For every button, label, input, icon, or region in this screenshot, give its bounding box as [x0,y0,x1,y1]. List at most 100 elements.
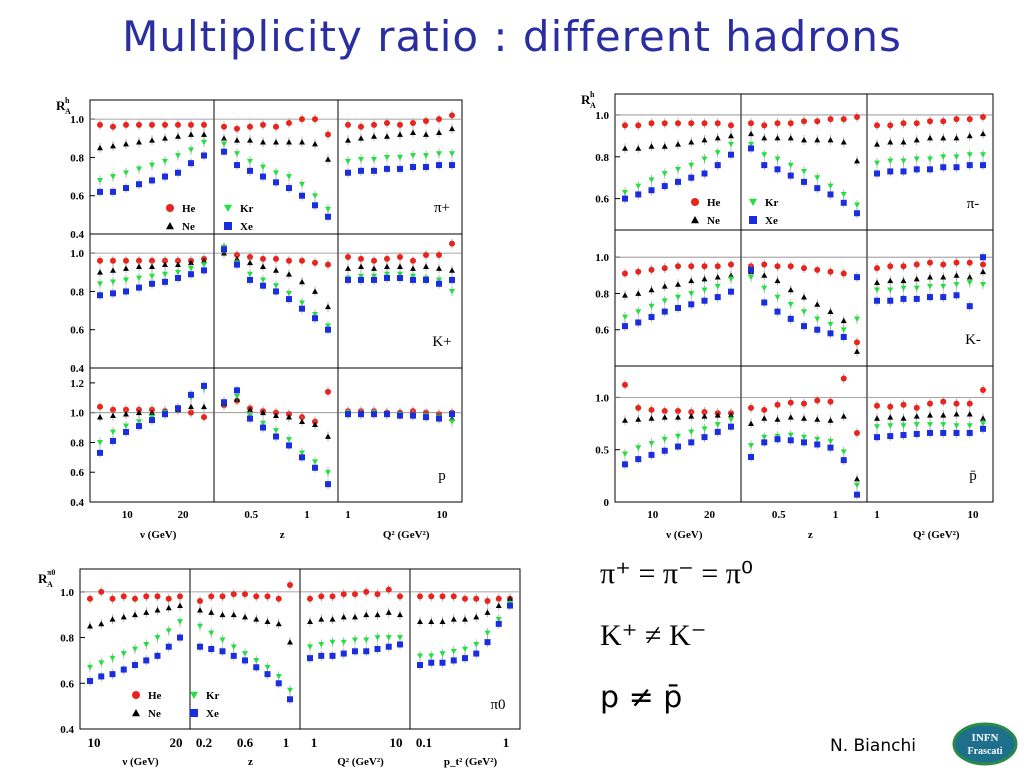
left-r0c2-point-Ne-1 [358,135,364,141]
right-r1c1-point-He-3 [787,263,794,270]
left-r0c0-point-Xe-3 [136,181,142,188]
right-row2-ytick-label-1: 0.5 [595,445,609,457]
left-r2c2-point-Xe-7 [436,415,442,422]
right-r0c1-point-Xe-5 [814,185,821,192]
left-r1c0-frame [89,233,215,369]
right-r1c0-point-Xe-7 [714,294,721,301]
right-r1c0-point-Kr-1 [635,309,642,315]
left-r0c0-point-Kr-5 [162,158,168,165]
left-r0c0-point-Xe-8 [201,152,207,159]
left-r0c0-point-Kr-7 [188,147,194,153]
right-r1c0-point-Ne-1 [635,290,642,296]
right-r2c1-point-Ne-4 [801,415,807,421]
right-r1c1-point-Ne-6 [827,308,834,314]
right-r1c0-point-Ne-3 [661,283,668,289]
left-r1c1-point-Ne-3 [260,263,266,269]
left-xlabel-1: z [280,529,285,541]
left-r0c1-point-Ne-4 [273,139,279,145]
right-r2c0-point-Xe-5 [688,439,695,446]
right-r1c2-point-Xe-7 [966,303,973,310]
right-r1c0-point-He-7 [714,263,721,270]
right-r0c0-point-Kr-8 [728,141,734,148]
bottom-c0-point-Ne-2 [109,616,116,622]
left-row1-ytick-label-2: 0.8 [70,286,84,298]
left-r0c2-point-Kr-4 [397,155,403,161]
bottom-c3-point-Xe-1 [428,659,435,666]
right-r2c1-point-Xe-0 [748,454,754,461]
left-r1c2-point-Xe-5 [410,276,416,283]
left-r0c0-point-Ne-4 [149,137,155,143]
right-r0c1-point-Xe-4 [801,178,807,185]
right-r0c0-point-He-3 [661,120,668,127]
right-r1c1-point-He-1 [761,261,768,268]
left-r1c2-point-Xe-3 [384,275,390,282]
bottom-c2-point-Kr-6 [374,635,381,641]
right-r1c0-point-Kr-3 [661,298,668,304]
left-r1c1-point-Xe-7 [312,315,318,322]
right-r1c2-point-Xe-0 [874,297,880,304]
right-r2c2-point-Ne-2 [900,415,907,421]
left-r0c2-point-He-7 [436,116,442,123]
right-r2c1-point-Xe-4 [801,439,807,446]
bottom-c3-point-He-5 [473,595,480,602]
right-r0c0-point-Xe-2 [648,187,655,194]
right-r2c0-point-Xe-7 [714,428,721,435]
right-r1c1-point-Ne-5 [814,301,821,307]
left-r0c2-point-Ne-4 [397,131,403,137]
left-r0c1-point-Xe-3 [260,173,266,180]
right-r0c2-point-Kr-0 [874,160,880,167]
right-r0c1-point-He-1 [761,122,768,129]
left-r1c2-point-Ne-5 [410,265,416,271]
right-r1c0-point-Kr-8 [728,276,734,282]
bottom-c3-point-Kr-4 [462,646,468,652]
left-r2c2-point-Xe-2 [371,411,377,418]
right-r1c0-point-He-5 [688,263,695,270]
right-xtick-0-0: 10 [647,509,659,521]
bottom-c1-point-Kr-0 [197,623,203,630]
bottom-c1-point-Xe-2 [219,648,226,655]
left-r2c0-point-Xe-0 [97,449,103,456]
right-r1c2-point-Xe-3 [913,295,920,302]
left-r1c1-point-Ne-4 [273,267,279,273]
bottom-xtick-2-1: 10 [390,735,403,750]
bottom-xlabel-2: Q² (GeV²) [337,756,384,768]
left-r0c0-point-Ne-1 [110,142,116,149]
bottom-c3-point-Kr-6 [484,630,491,636]
left-r1c1-point-Kr-6 [299,300,305,306]
right-r0c2-point-Xe-1 [887,168,894,175]
right-r1c1-point-He-5 [814,266,821,273]
right-r0c2-point-Xe-7 [966,162,973,169]
left-r0c0-point-Kr-6 [175,153,181,159]
left-r1c1-point-Ne-2 [247,259,253,266]
bottom-c1-point-He-5 [253,593,260,600]
left-legend-marker-Ne [166,222,174,230]
equation-pion: π⁺ = π⁻ = π⁰ [600,557,753,590]
right-r0c0-point-He-2 [648,120,655,127]
right-r0c2-point-Ne-0 [874,141,880,147]
left-r2c1-point-Ne-4 [273,412,279,419]
right-r0c0-point-Ne-1 [635,145,642,151]
left-r0c0-point-He-0 [97,121,103,128]
bottom-c2-point-Kr-5 [363,637,370,643]
bottom-xtick-1-1: 0.6 [237,735,254,750]
bottom-c2-point-Xe-0 [307,655,313,662]
right-r0c1-point-Xe-0 [748,145,754,152]
bottom-xtick-3-1: 1 [503,735,510,750]
right-r2c2-point-Kr-6 [953,423,960,429]
right-r1c0-point-Ne-4 [675,281,681,287]
right-r2c1-point-Kr-7 [840,449,847,455]
left-r1c0-point-Kr-7 [188,266,194,272]
left-r2c0-point-Ne-0 [97,414,103,420]
left-r0c1-point-Ne-1 [234,137,240,143]
right-r2c2-point-Xe-1 [887,433,894,440]
right-r1c2-point-Ne-4 [927,274,933,280]
right-r2c2-point-Ne-4 [927,412,933,418]
bottom-c0-point-Ne-1 [98,620,105,627]
equation-proton: p ≠ p̄ [600,680,683,715]
bottom-c0-point-He-7 [165,595,172,602]
right-r0c0-point-Ne-6 [701,137,708,143]
right-r1c0-point-Ne-5 [688,277,695,284]
bottom-legend-label-Xe: Xe [206,708,219,720]
left-r0c1-point-Ne-5 [286,139,292,145]
right-xlabel-1: z [808,529,813,541]
